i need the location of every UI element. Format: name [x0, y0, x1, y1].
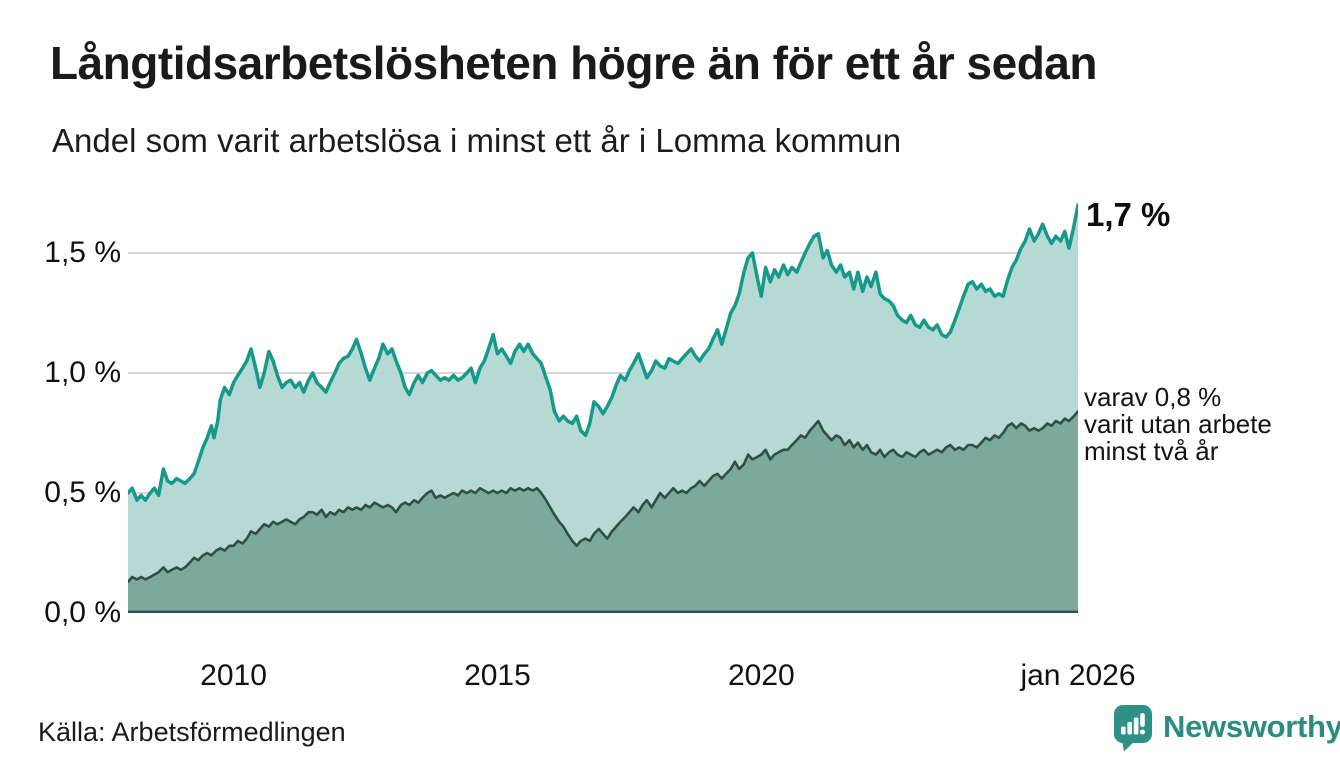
series-line-1: [128, 203, 1078, 502]
page-subtitle: Andel som varit arbetslösa i minst ett å…: [52, 122, 902, 159]
series-area-2: [128, 411, 1078, 613]
newsworthy-wordmark: Newsworthy: [1163, 709, 1340, 744]
x-tick-label: 2020: [727, 659, 795, 692]
series2-annotation: varav 0,8 % varit utan arbete minst två …: [1084, 384, 1272, 465]
y-tick-label: 0,0 %: [44, 596, 121, 629]
series-line-2: [128, 410, 1078, 584]
y-tick-label: 1,0 %: [44, 356, 121, 389]
page-title: Långtidsarbetslösheten högre än för ett …: [50, 37, 1097, 89]
y-tick-label: 0,5 %: [44, 476, 121, 509]
newsworthy-logo: Newsworthy: [1113, 702, 1340, 752]
newsworthy-logo-icon: [1114, 704, 1152, 751]
x-tick-label: 2015: [464, 659, 531, 692]
source-label: Källa: Arbetsförmedlingen: [38, 717, 346, 747]
x-tick-label: 2010: [200, 659, 267, 692]
series2-annotation-line3: minst två år: [1084, 436, 1219, 466]
end-value-label: 1,7 %: [1086, 196, 1171, 233]
y-tick-label: 1,5 %: [44, 236, 121, 269]
series2-annotation-line2: varit utan arbete: [1084, 409, 1272, 439]
x-tick-label: jan 2026: [1020, 659, 1136, 692]
area-chart: [128, 203, 1078, 613]
series2-annotation-line1: varav 0,8 %: [1084, 382, 1222, 412]
